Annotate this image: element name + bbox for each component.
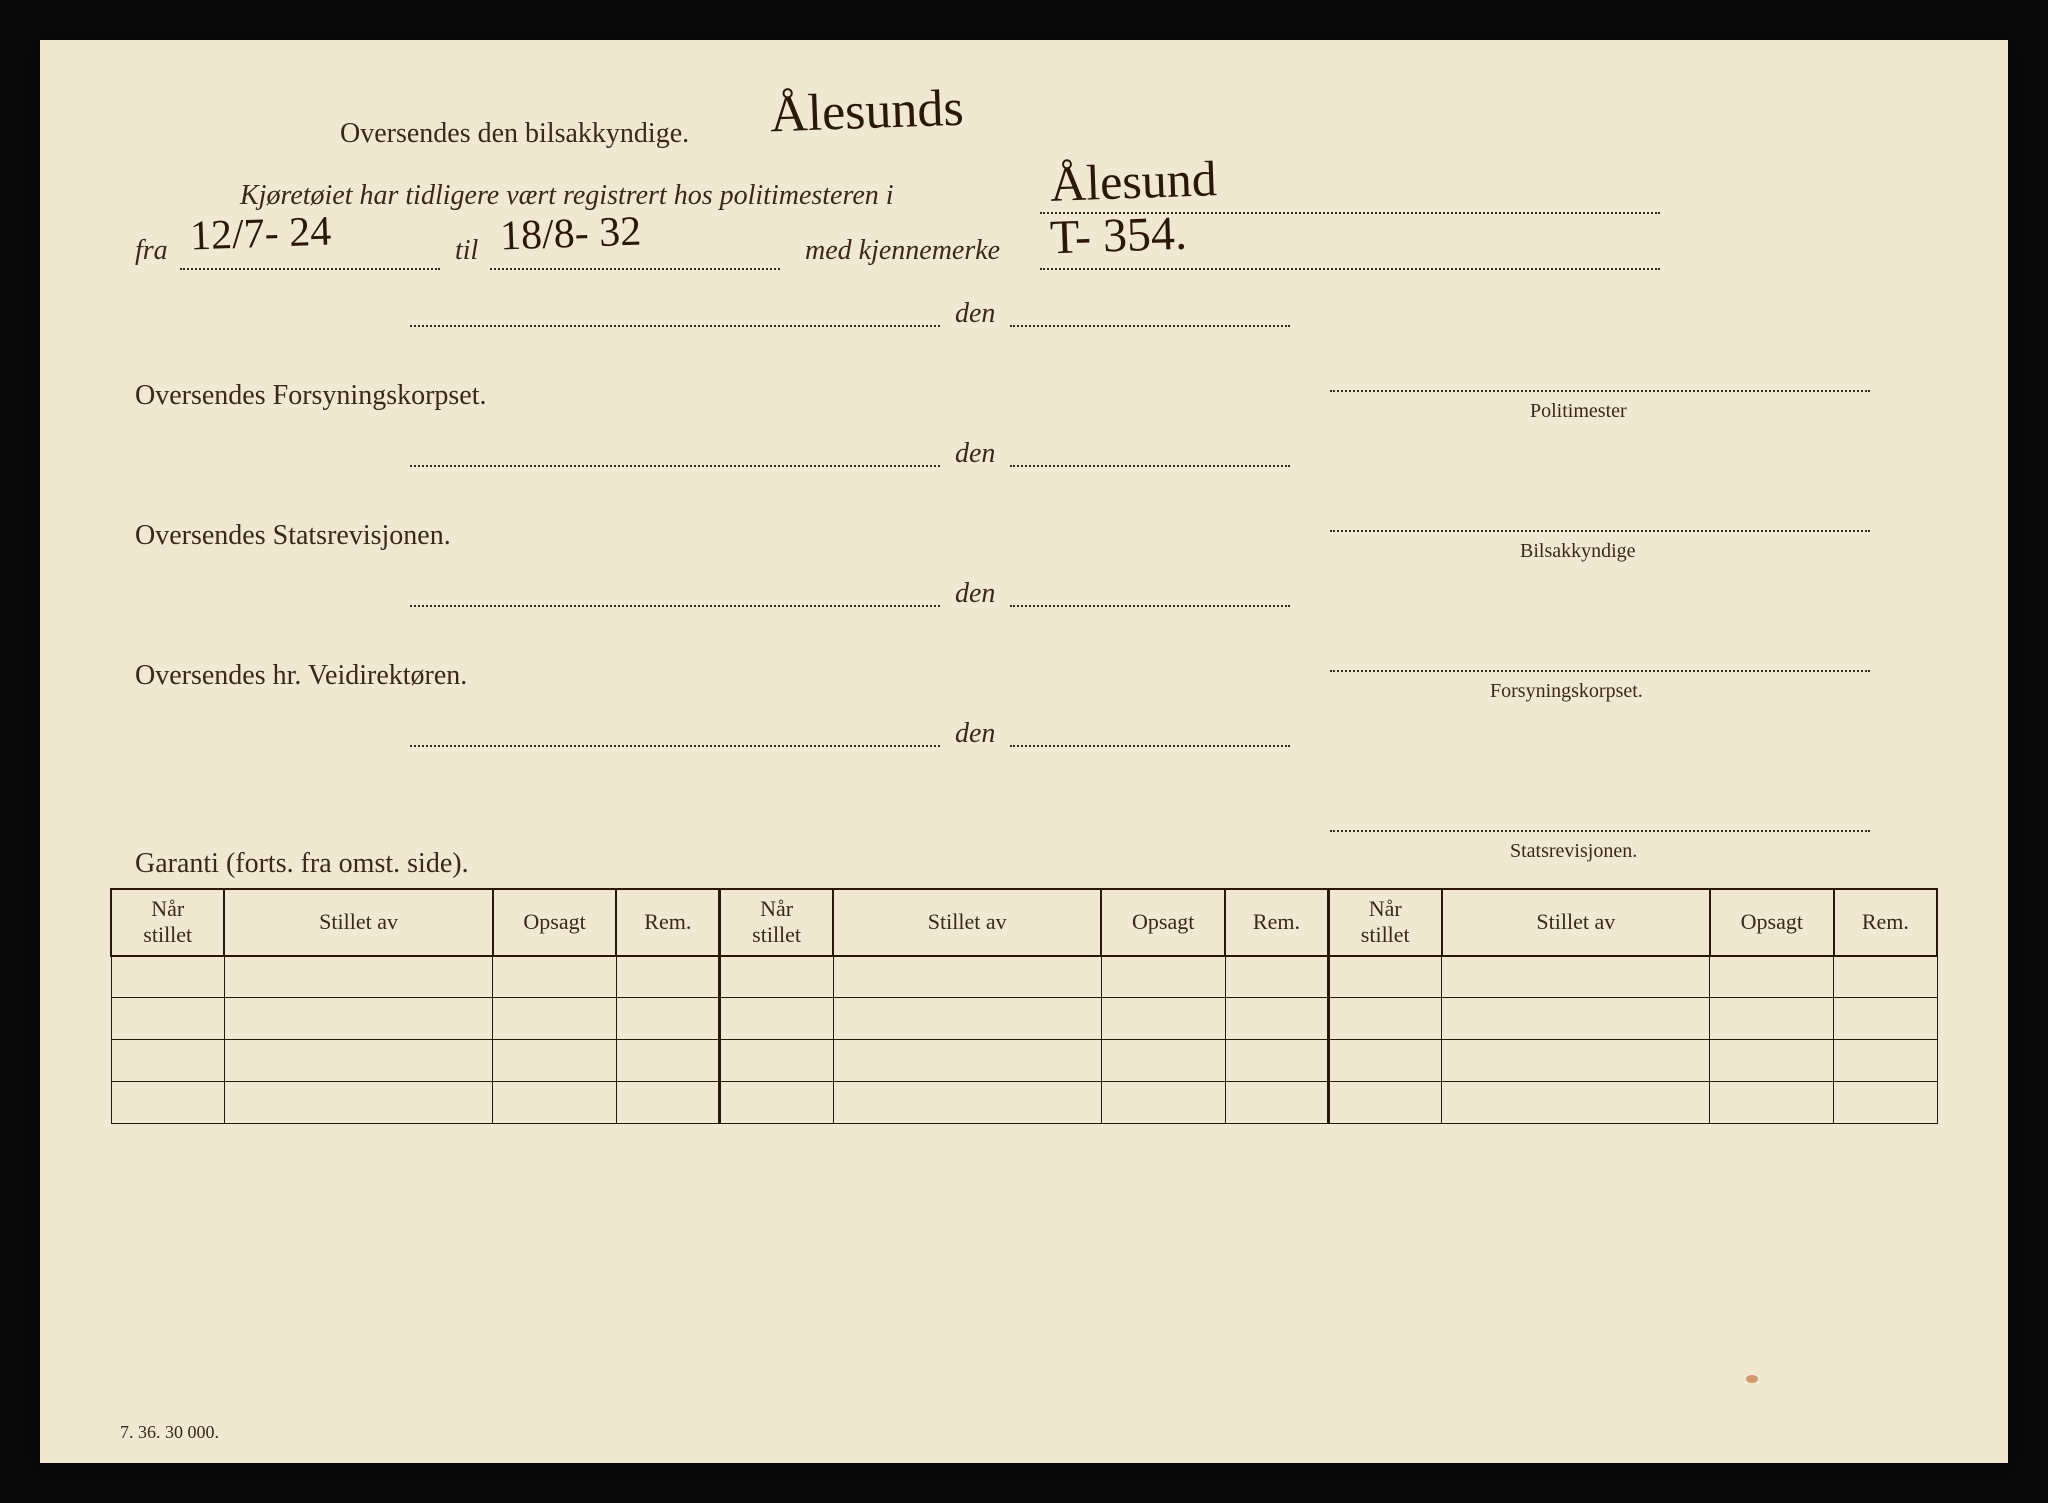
sig-dotted-3 <box>1330 670 1870 672</box>
til-label: til <box>455 235 478 267</box>
garanti-table: Nårstillet Stillet av Opsagt Rem. Nårsti… <box>110 888 1938 1124</box>
col-nar-2: Nårstillet <box>720 889 833 956</box>
date-dotted-2 <box>1010 465 1290 467</box>
garanti-label: Garanti (forts. fra omst. side). <box>135 848 469 880</box>
col-stillet-3: Stillet av <box>1442 889 1710 956</box>
footer-code: 7. 36. 30 000. <box>120 1422 219 1443</box>
den-2: den <box>955 438 995 470</box>
date-dotted-1 <box>1010 325 1290 327</box>
content-area: Oversendes den bilsakkyndige. Ålesunds K… <box>110 90 1938 1433</box>
merke-value: T- 354. <box>1049 206 1188 266</box>
role-2: Bilsakkyndige <box>1520 540 1636 563</box>
line1-prefix: Oversendes den bilsakkyndige. <box>340 118 689 150</box>
line1-handwritten: Ålesunds <box>769 79 965 145</box>
place-dotted-1 <box>410 325 940 327</box>
den-3: den <box>955 578 995 610</box>
den-4: den <box>955 718 995 750</box>
den-1: den <box>955 298 995 330</box>
col-stillet-1: Stillet av <box>224 889 492 956</box>
document-page: Oversendes den bilsakkyndige. Ålesunds K… <box>40 40 2008 1463</box>
role-1: Politimester <box>1530 400 1627 423</box>
col-opsagt-2: Opsagt <box>1101 889 1225 956</box>
table-row <box>111 1040 1937 1082</box>
table-header-row: Nårstillet Stillet av Opsagt Rem. Nårsti… <box>111 889 1937 956</box>
place-dotted-3 <box>410 605 940 607</box>
col-opsagt-3: Opsagt <box>1710 889 1834 956</box>
col-rem-1: Rem. <box>616 889 719 956</box>
section-1-label: Oversendes Forsyningskorpset. <box>135 380 487 412</box>
col-rem-2: Rem. <box>1225 889 1328 956</box>
ink-spot <box>1746 1375 1758 1383</box>
sig-dotted-4 <box>1330 830 1870 832</box>
date-dotted-3 <box>1010 605 1290 607</box>
table-body <box>111 956 1937 1124</box>
col-nar-3: Nårstillet <box>1328 889 1441 956</box>
col-opsagt-1: Opsagt <box>493 889 617 956</box>
med-label: med kjennemerke <box>805 235 1000 267</box>
place-dotted-2 <box>410 465 940 467</box>
table-row <box>111 998 1937 1040</box>
table-row <box>111 1082 1937 1124</box>
fra-dotted <box>180 268 440 270</box>
col-stillet-2: Stillet av <box>833 889 1101 956</box>
sig-dotted-2 <box>1330 530 1870 532</box>
place-dotted-4 <box>410 745 940 747</box>
role-4: Statsrevisjonen. <box>1510 840 1637 863</box>
line2-prefix: Kjøretøiet har tidligere vært registrert… <box>240 180 894 212</box>
section-2-label: Oversendes Statsrevisjonen. <box>135 520 451 552</box>
role-3: Forsyningskorpset. <box>1490 680 1643 703</box>
line2-handwritten: Ålesund <box>1049 149 1218 213</box>
fra-value: 12/7- 24 <box>189 208 332 261</box>
merke-dotted <box>1040 268 1660 270</box>
date-dotted-4 <box>1010 745 1290 747</box>
sig-dotted-1 <box>1330 390 1870 392</box>
table-row <box>111 956 1937 998</box>
col-rem-3: Rem. <box>1834 889 1937 956</box>
fra-label: fra <box>135 235 168 267</box>
til-value: 18/8- 32 <box>499 208 642 261</box>
section-3-label: Oversendes hr. Veidirektøren. <box>135 660 467 692</box>
col-nar-1: Nårstillet <box>111 889 224 956</box>
garanti-table-container: Nårstillet Stillet av Opsagt Rem. Nårsti… <box>110 888 1938 1124</box>
til-dotted <box>490 268 780 270</box>
